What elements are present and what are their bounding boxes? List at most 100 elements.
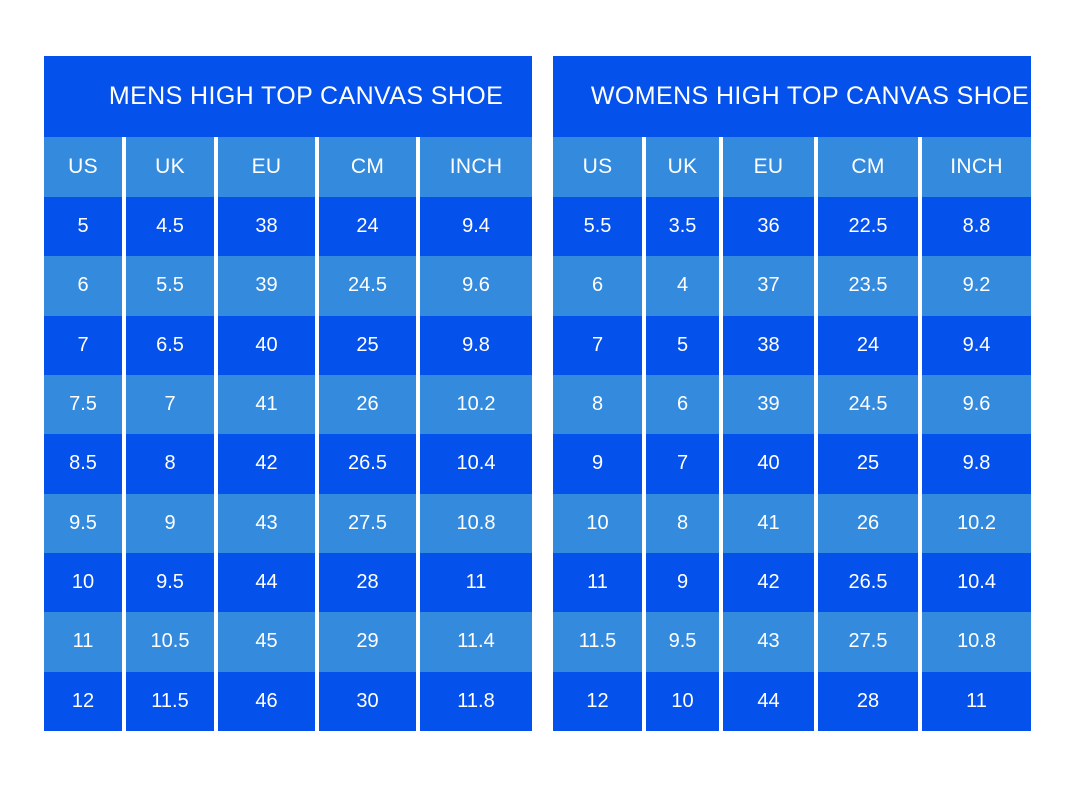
size-cell-eu: 44 [214,552,317,613]
womens-size-table: WOMENS HIGH TOP CANVAS SHOE US UK EU CM INCH… [553,56,1032,731]
size-cell-us: 10 [553,493,644,553]
size-cell-cm: 25 [814,434,920,494]
size-cell-eu: 41 [214,374,317,435]
size-row: 8.5 8 42 26.5 10.4 [44,434,533,494]
size-cell-uk: 4 [642,256,721,316]
size-cell-eu: 36 [719,197,816,257]
size-cell-uk: 3.5 [642,197,721,257]
size-cell-uk: 5.5 [122,256,216,316]
size-row: 11.5 9.5 43 27.5 10.8 [553,612,1032,672]
column-header-us: US [44,137,124,197]
column-header-us: US [553,137,644,197]
size-cell-inch: 9.6 [415,256,533,316]
size-cell-cm: 28 [315,552,418,613]
size-cell-eu: 38 [719,315,816,375]
size-row: 9 7 40 25 9.8 [553,434,1032,494]
mens-title-row: MENS HIGH TOP CANVAS SHOE [44,56,533,137]
size-cell-uk: 8 [122,434,216,494]
size-row: 8 6 39 24.5 9.6 [553,374,1032,435]
size-cell-uk: 9 [122,493,216,553]
size-cell-eu: 44 [719,671,816,731]
size-cell-eu: 43 [214,493,317,553]
column-header-eu: EU [719,137,816,197]
size-cell-inch: 10.4 [415,434,533,494]
size-cell-uk: 6.5 [122,315,216,375]
column-header-uk: UK [642,137,721,197]
size-cell-us: 11 [553,552,644,613]
size-cell-cm: 24 [315,197,418,257]
size-row: 6 4 37 23.5 9.2 [553,256,1032,316]
size-cell-cm: 24.5 [315,256,418,316]
size-cell-eu: 40 [214,315,317,375]
size-cell-cm: 27.5 [315,493,418,553]
size-row: 9.5 9 43 27.5 10.8 [44,493,533,553]
size-cell-eu: 46 [214,671,317,731]
size-cell-uk: 7 [642,434,721,494]
size-cell-cm: 27.5 [814,612,920,672]
size-cell-us: 7.5 [44,374,124,435]
size-row: 5 4.5 38 24 9.4 [44,197,533,257]
size-cell-cm: 26.5 [315,434,418,494]
size-cell-inch: 9.2 [917,256,1032,316]
size-cell-eu: 39 [214,256,317,316]
size-cell-us: 12 [553,671,644,731]
womens-column-header-row: US UK EU CM INCH [553,137,1032,197]
size-cell-uk: 6 [642,374,721,435]
size-cell-eu: 40 [719,434,816,494]
column-header-inch: INCH [917,137,1032,197]
mens-column-header-row: US UK EU CM INCH [44,137,533,197]
size-cell-us: 11 [44,612,124,672]
size-cell-uk: 9.5 [642,612,721,672]
size-cell-inch: 9.4 [415,197,533,257]
size-cell-us: 6 [44,256,124,316]
size-cell-cm: 26.5 [814,552,920,613]
size-cell-inch: 8.8 [917,197,1032,257]
size-cell-uk: 9.5 [122,552,216,613]
size-cell-cm: 22.5 [814,197,920,257]
size-row: 11 9 42 26.5 10.4 [553,552,1032,613]
mens-size-table: MENS HIGH TOP CANVAS SHOE US UK EU CM INCH 5… [44,56,533,731]
mens-table-title: MENS HIGH TOP CANVAS SHOE [44,56,533,137]
size-row: 6 5.5 39 24.5 9.6 [44,256,533,316]
size-cell-cm: 30 [315,671,418,731]
size-cell-inch: 10.2 [917,493,1032,553]
column-header-eu: EU [214,137,317,197]
size-cell-inch: 9.6 [917,374,1032,435]
size-cell-us: 10 [44,552,124,613]
size-cell-eu: 39 [719,374,816,435]
size-row: 10 8 41 26 10.2 [553,493,1032,553]
size-cell-us: 8 [553,374,644,435]
size-cell-uk: 11.5 [122,671,216,731]
size-cell-us: 5 [44,197,124,257]
size-cell-inch: 11 [917,671,1032,731]
size-row: 7 5 38 24 9.4 [553,315,1032,375]
size-cell-eu: 42 [214,434,317,494]
size-cell-inch: 9.4 [917,315,1032,375]
size-cell-inch: 10.4 [917,552,1032,613]
womens-table-title: WOMENS HIGH TOP CANVAS SHOE [553,56,1032,137]
size-cell-uk: 7 [122,374,216,435]
column-header-inch: INCH [415,137,533,197]
size-row: 7 6.5 40 25 9.8 [44,315,533,375]
size-cell-uk: 9 [642,552,721,613]
size-cell-us: 8.5 [44,434,124,494]
size-cell-inch: 11.8 [415,671,533,731]
size-cell-uk: 8 [642,493,721,553]
size-row: 12 11.5 46 30 11.8 [44,671,533,731]
size-cell-inch: 10.8 [917,612,1032,672]
size-cell-eu: 45 [214,612,317,672]
size-cell-uk: 5 [642,315,721,375]
size-cell-us: 12 [44,671,124,731]
size-row: 5.5 3.5 36 22.5 8.8 [553,197,1032,257]
column-header-cm: CM [315,137,418,197]
size-cell-uk: 10.5 [122,612,216,672]
size-cell-uk: 4.5 [122,197,216,257]
size-cell-us: 5.5 [553,197,644,257]
size-row: 7.5 7 41 26 10.2 [44,374,533,435]
size-cell-eu: 43 [719,612,816,672]
size-cell-cm: 25 [315,315,418,375]
size-cell-inch: 10.8 [415,493,533,553]
size-row: 11 10.5 45 29 11.4 [44,612,533,672]
size-row: 12 10 44 28 11 [553,671,1032,731]
